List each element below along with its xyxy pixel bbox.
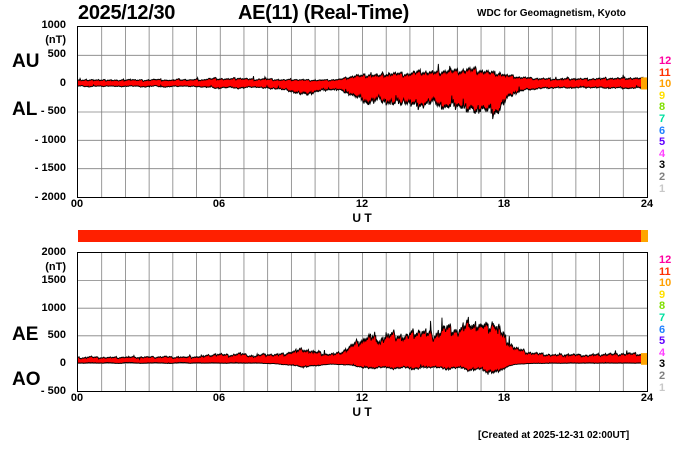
lower-ytick-m500: - 500: [40, 385, 66, 397]
upper-unit-label: (nT): [45, 34, 66, 46]
lower-x-axis-label: U T: [352, 405, 372, 419]
lower-xtick-12: 12: [355, 392, 369, 404]
label-al: AL: [12, 99, 38, 120]
lower-ytick-2000: 2000: [41, 246, 66, 258]
lower-legend: 12 11 10 9 8 7 6 5 4 3 2 1: [655, 254, 681, 394]
lower-plot-svg: [78, 253, 647, 391]
legend-item-12: 12: [659, 254, 672, 266]
created-timestamp: [Created at 2025-12-31 02:00UT]: [478, 430, 630, 441]
lower-xtick-18: 18: [497, 392, 511, 404]
upper-ytick-m1500: - 1500: [34, 162, 66, 174]
upper-ytick-500: 500: [47, 48, 66, 60]
legend-item-10: 10: [659, 78, 672, 91]
legend-item-11: 11: [659, 66, 671, 79]
legend-item-7: 7: [659, 311, 666, 324]
lower-xtick-06: 06: [212, 392, 226, 404]
station-coverage-bar: [78, 230, 648, 242]
label-au: AU: [12, 51, 40, 72]
label-ae: AE: [12, 324, 39, 345]
trace-ae: [78, 316, 647, 361]
trace-fill-lower: [78, 316, 647, 375]
legend-item-12: 12: [659, 55, 672, 67]
legend-item-10: 10: [659, 277, 672, 290]
legend-item-7: 7: [659, 112, 666, 125]
upper-ytick-m1000: - 1000: [34, 134, 66, 146]
upper-plot-area: [77, 26, 648, 198]
upper-xtick-24: 24: [640, 198, 654, 210]
legend-item-4: 4: [659, 346, 666, 359]
page-title: AE(11) (Real-Time): [238, 2, 409, 24]
upper-ytick-1000: 1000: [41, 19, 66, 31]
legend-item-9: 9: [659, 288, 666, 301]
upper-ytick-m2000: - 2000: [34, 191, 66, 203]
trace-fill-upper: [78, 63, 647, 120]
legend-item-1: 1: [659, 182, 666, 195]
legend-item-4: 4: [659, 147, 666, 160]
lower-unit-label: (nT): [45, 261, 66, 273]
upper-xtick-12: 12: [355, 198, 369, 210]
legend-item-6: 6: [659, 124, 666, 137]
lower-ytick-1000: 1000: [41, 302, 66, 314]
trace-au: [78, 63, 647, 82]
upper-xtick-00: 00: [70, 198, 84, 210]
upper-xtick-06: 06: [212, 198, 226, 210]
credit-label: WDC for Geomagnetism, Kyoto: [477, 8, 626, 19]
legend-item-11: 11: [659, 265, 671, 278]
upper-plot-svg: [78, 27, 647, 197]
upper-x-axis-label: U T: [352, 211, 372, 225]
legend-item-2: 2: [659, 369, 666, 382]
legend-item-1: 1: [659, 381, 666, 394]
station-bar-main: [78, 230, 641, 242]
legend-item-6: 6: [659, 323, 666, 336]
latest-sample-marker-lower: [641, 353, 647, 365]
legend-item-8: 8: [659, 300, 666, 313]
legend-item-3: 3: [659, 358, 666, 371]
upper-legend: 12 11 10 9 8 7 6 5 4 3 2 1: [655, 55, 681, 195]
lower-ytick-0: 0: [59, 357, 66, 369]
lower-ytick-1500: 1500: [41, 274, 66, 286]
upper-xtick-18: 18: [497, 198, 511, 210]
trace-ao: [78, 361, 647, 375]
label-ao: AO: [12, 369, 41, 390]
legend-item-8: 8: [659, 101, 666, 114]
legend-item-5: 5: [659, 136, 666, 149]
legend-item-2: 2: [659, 170, 666, 183]
upper-ytick-0: 0: [59, 77, 66, 89]
lower-ytick-500: 500: [47, 329, 66, 341]
station-bar-tip: [641, 230, 648, 242]
legend-item-5: 5: [659, 335, 666, 348]
lower-xtick-00: 00: [70, 392, 84, 404]
upper-ytick-m500: - 500: [40, 105, 66, 117]
lower-xtick-24: 24: [640, 392, 654, 404]
legend-item-3: 3: [659, 159, 666, 172]
trace-al: [78, 83, 647, 120]
page-date: 2025/12/30: [78, 2, 176, 24]
legend-item-9: 9: [659, 89, 666, 102]
lower-plot-area: [77, 252, 648, 392]
latest-sample-marker-upper: [641, 77, 647, 90]
